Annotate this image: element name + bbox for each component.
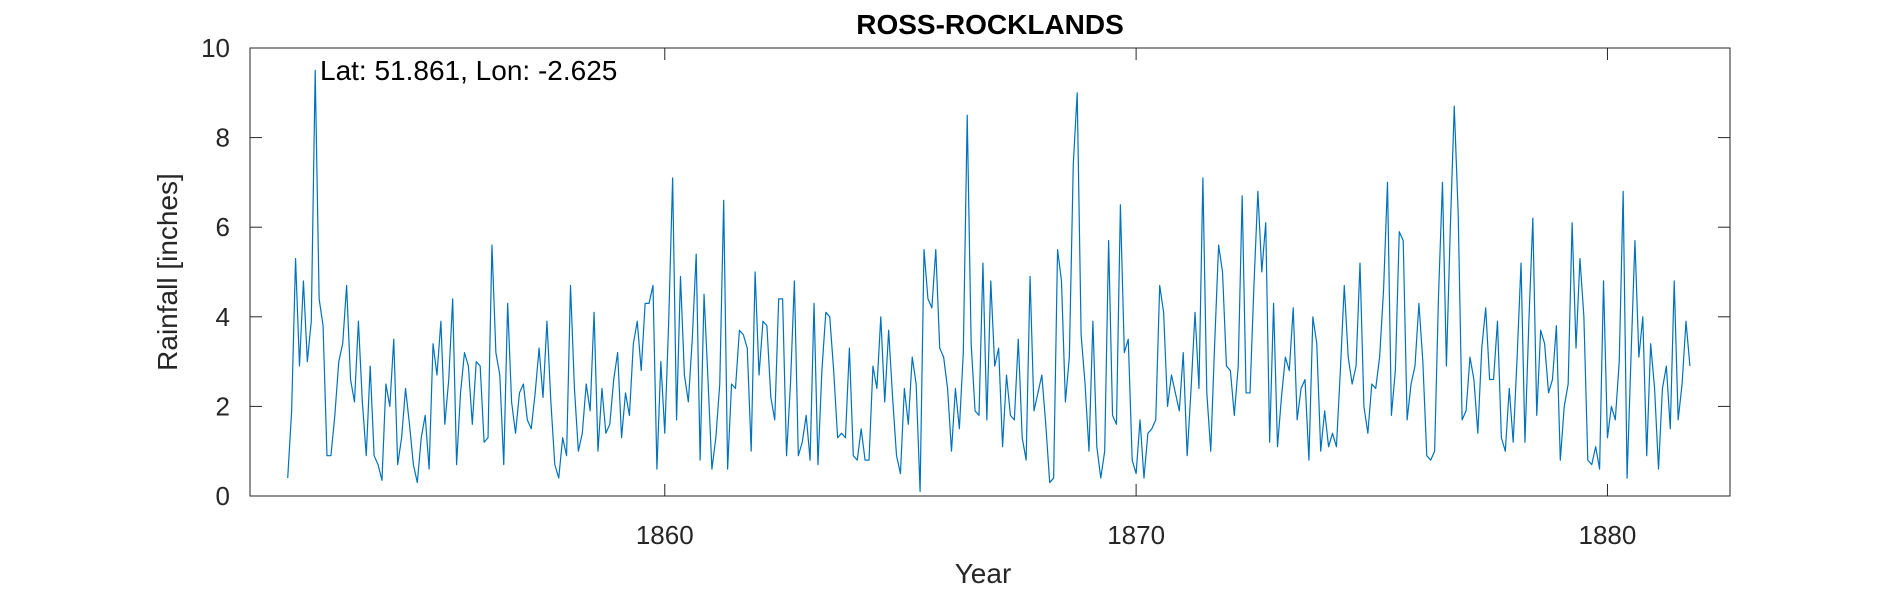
location-annotation: Lat: 51.861, Lon: -2.625 <box>320 55 617 86</box>
rainfall-series-line <box>287 69 1691 493</box>
plot-area <box>249 47 1731 497</box>
y-tick-label: 4 <box>216 302 230 332</box>
y-tick-label: 8 <box>216 123 230 153</box>
y-tick-label: 6 <box>216 212 230 242</box>
y-tick-label: 10 <box>201 33 230 63</box>
x-tick-label: 1880 <box>1579 520 1637 550</box>
chart-title: ROSS-ROCKLANDS <box>856 9 1124 40</box>
x-axis-label: Year <box>955 558 1012 589</box>
y-tick-label: 0 <box>216 481 230 511</box>
y-axis-label: Rainfall [inches] <box>152 173 183 371</box>
x-ticks: 1860 1870 1880 <box>636 48 1637 550</box>
series-layer <box>287 69 1691 493</box>
y-ticks: 0 2 4 6 8 10 <box>201 33 1730 511</box>
y-tick-label: 2 <box>216 391 230 421</box>
x-tick-label: 1860 <box>636 520 694 550</box>
x-tick-label: 1870 <box>1107 520 1165 550</box>
